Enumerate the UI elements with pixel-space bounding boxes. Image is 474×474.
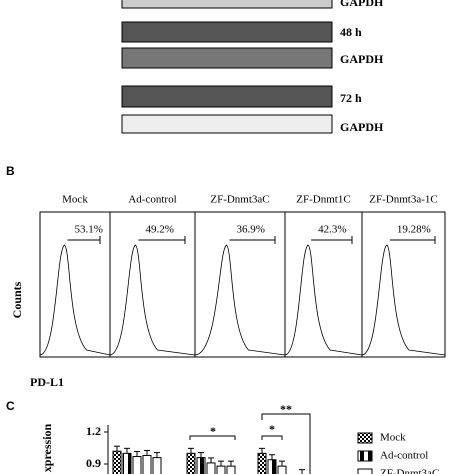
flow-panels: Mock 53.1% Ad-control 49.2% ZF-Dnmt3aC 36.9% Z… <box>39 194 446 358</box>
bar <box>142 454 152 474</box>
legend-label: Ad-control <box>380 450 428 462</box>
bar <box>122 452 132 474</box>
bar <box>216 465 226 474</box>
blot-strip <box>121 85 333 108</box>
blot-label: GAPDH <box>340 0 384 9</box>
legend-label: ZF-Dnmt3aC <box>380 468 439 474</box>
blot-strip <box>121 47 333 69</box>
significance-bracket <box>261 435 283 440</box>
percentage: 49.2% <box>146 224 174 236</box>
legend-swatch <box>357 432 373 444</box>
y-axis-label: Counts <box>10 281 24 318</box>
panel-letter: B <box>6 164 15 178</box>
x-axis-label: PD-L1 <box>30 375 64 389</box>
significance-mark: * <box>269 422 275 436</box>
percentage: 53.1% <box>75 224 103 236</box>
blot-label: GAPDH <box>340 52 384 66</box>
blot-label: 72 h <box>340 91 362 105</box>
bar <box>257 452 267 474</box>
bar <box>277 465 287 474</box>
bar <box>132 456 142 474</box>
legend-label: Mock <box>380 432 406 444</box>
western-blots: GAPDH 48 h GAPDH 72 h GAPDH <box>121 0 384 134</box>
histogram-box <box>361 211 446 358</box>
blot-label: GAPDH <box>340 120 384 134</box>
histogram-curve <box>39 244 111 356</box>
bar <box>186 452 196 474</box>
significance-mark: ** <box>280 402 292 416</box>
blot-strip <box>121 114 333 134</box>
blot-strip <box>121 0 333 9</box>
histogram-curve <box>361 244 446 356</box>
percentage: 19.28% <box>397 224 431 236</box>
significance-bracket <box>261 413 311 474</box>
legend-swatch <box>357 450 373 462</box>
bar <box>196 457 206 474</box>
bar <box>206 462 216 474</box>
blot-label: 48 h <box>340 25 362 39</box>
column-header: Mock <box>62 194 88 206</box>
histogram-curve <box>284 244 363 356</box>
column-header: Ad-control <box>128 194 176 206</box>
y-axis-label: xpression <box>40 423 54 472</box>
blot-strip <box>121 21 333 43</box>
significance-mark: * <box>210 424 216 438</box>
column-header: ZF-Dnmt1C <box>296 194 350 206</box>
histogram-curve <box>194 244 286 356</box>
column-header: ZF-Dnmt3aC <box>210 194 269 206</box>
bar <box>267 459 277 474</box>
legend-swatch <box>357 468 373 474</box>
percentage: 36.9% <box>237 224 265 236</box>
bar <box>152 457 162 474</box>
y-tick-label: 1.2 <box>86 424 101 438</box>
bar <box>112 450 122 474</box>
y-tick-label: 0.9 <box>86 456 101 470</box>
histogram-curve <box>109 244 196 356</box>
panel-letter: C <box>6 399 15 413</box>
column-header: ZF-Dnmt3a-1C <box>369 194 437 206</box>
significance-bracket <box>189 435 236 440</box>
bar <box>226 465 236 474</box>
percentage: 42.3% <box>318 224 346 236</box>
